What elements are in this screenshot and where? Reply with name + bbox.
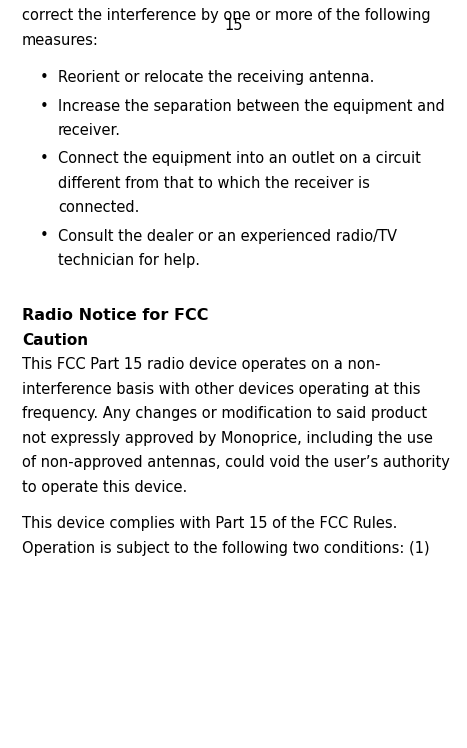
Text: frequency. Any changes or modification to said product: frequency. Any changes or modification t… bbox=[22, 406, 427, 421]
Text: Connect the equipment into an outlet on a circuit: Connect the equipment into an outlet on … bbox=[58, 151, 421, 166]
Text: Operation is subject to the following two conditions: (1): Operation is subject to the following tw… bbox=[22, 541, 430, 556]
Text: •: • bbox=[40, 228, 49, 244]
Text: interference basis with other devices operating at this: interference basis with other devices op… bbox=[22, 381, 420, 396]
Text: measures:: measures: bbox=[22, 32, 99, 48]
Text: Radio Notice for FCC: Radio Notice for FCC bbox=[22, 308, 208, 323]
Text: receiver.: receiver. bbox=[58, 123, 121, 138]
Text: of non-approved antennas, could void the user’s authority: of non-approved antennas, could void the… bbox=[22, 455, 450, 470]
Text: •: • bbox=[40, 151, 49, 166]
Text: to operate this device.: to operate this device. bbox=[22, 479, 187, 494]
Text: Increase the separation between the equipment and: Increase the separation between the equi… bbox=[58, 99, 445, 114]
Text: This FCC Part 15 radio device operates on a non-: This FCC Part 15 radio device operates o… bbox=[22, 357, 381, 372]
Text: correct the interference by one or more of the following: correct the interference by one or more … bbox=[22, 8, 431, 23]
Text: connected.: connected. bbox=[58, 200, 139, 215]
Text: different from that to which the receiver is: different from that to which the receive… bbox=[58, 176, 370, 191]
Text: technician for help.: technician for help. bbox=[58, 253, 200, 268]
Text: Consult the dealer or an experienced radio/TV: Consult the dealer or an experienced rad… bbox=[58, 228, 397, 244]
Text: 15: 15 bbox=[224, 18, 243, 33]
Text: Reorient or relocate the receiving antenna.: Reorient or relocate the receiving anten… bbox=[58, 70, 375, 85]
Text: Caution: Caution bbox=[22, 333, 88, 348]
Text: •: • bbox=[40, 70, 49, 85]
Text: This device complies with Part 15 of the FCC Rules.: This device complies with Part 15 of the… bbox=[22, 516, 397, 531]
Text: not expressly approved by Monoprice, including the use: not expressly approved by Monoprice, inc… bbox=[22, 431, 433, 446]
Text: •: • bbox=[40, 99, 49, 114]
